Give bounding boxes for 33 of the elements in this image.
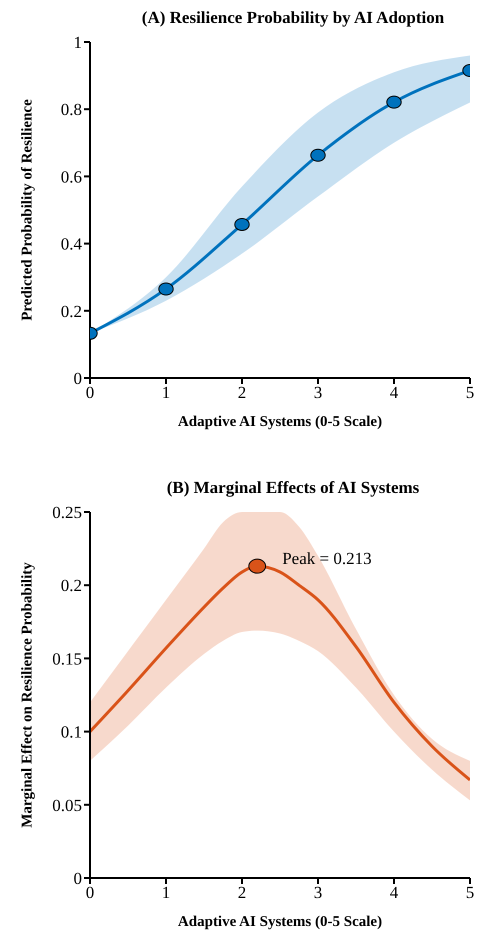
y-tick-label: 0.15: [52, 649, 82, 668]
x-axis-title: Adaptive AI Systems (0-5 Scale): [178, 414, 382, 430]
y-tick-label: 0.25: [52, 503, 82, 522]
y-tick-label: 0.1: [60, 722, 82, 742]
y-tick-label: 0.05: [52, 796, 82, 815]
chart-title: (B) Marginal Effects of AI Systems: [166, 478, 420, 498]
point: [234, 218, 250, 231]
x-tick-label: 4: [390, 883, 399, 902]
x-axis-title: Adaptive AI Systems (0-5 Scale): [178, 914, 382, 930]
y-axis-title: Predicted Probability of Resilience: [19, 98, 36, 321]
x-tick-label: 0: [86, 883, 94, 902]
y-tick-label: 0.2: [60, 302, 82, 321]
x-tick-label: 5: [466, 883, 474, 902]
x-tick-label: 1: [162, 883, 170, 902]
y-tick-label: 0.2: [60, 576, 82, 596]
chart-title: (A) Resilience Probability by AI Adoption: [140, 8, 446, 28]
x-tick-label: 3: [314, 383, 322, 402]
y-tick-label: 0.6: [60, 167, 82, 186]
x-tick-label: 4: [390, 383, 399, 402]
x-tick-label: 3: [314, 883, 322, 902]
point: [310, 148, 326, 162]
x-tick-label: 1: [162, 383, 170, 402]
y-tick-label: 1: [74, 33, 82, 52]
y-tick-label: 0.8: [60, 100, 82, 120]
y-tick-label: 0: [74, 369, 82, 388]
x-tick-label: 5: [466, 383, 474, 402]
y-tick-label: 0.4: [60, 234, 82, 254]
x-tick-label: 2: [238, 383, 246, 402]
y-axis-title: Marginal Effect on Resilience Probability: [19, 562, 36, 828]
y-tick-label: 0: [74, 869, 82, 888]
x-tick-label: 0: [86, 383, 94, 402]
x-tick-label: 2: [238, 883, 246, 902]
annotation: Peak = 0.213: [282, 549, 372, 568]
